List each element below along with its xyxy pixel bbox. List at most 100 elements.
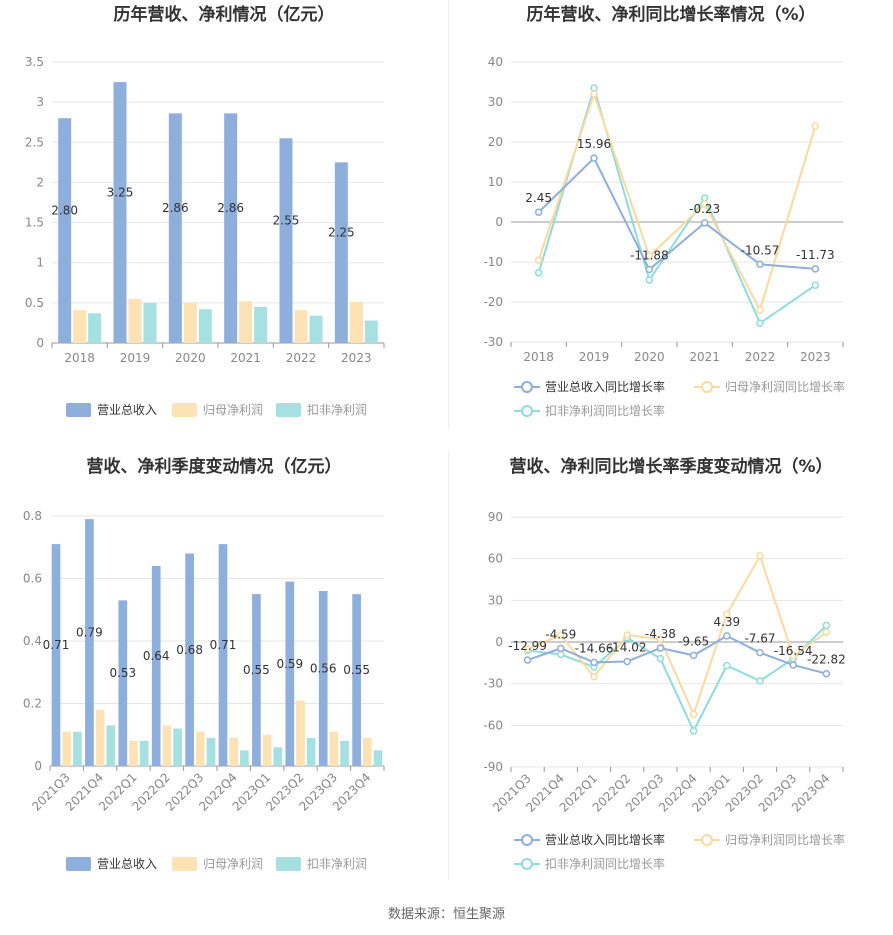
point-value-label: 2.45 [525,191,552,205]
bar-value-label: 0.59 [276,657,303,671]
legend-swatch [276,857,301,871]
y-tick-label: 30 [488,593,503,607]
bar-deducted-profit [173,728,182,766]
data-point [811,265,820,273]
bar-deducted-profit [309,315,323,343]
y-tick-label: 3 [36,95,44,109]
data-point [756,306,764,314]
point-value-label: -11.73 [796,248,835,262]
quarterly-growth-rate-chart: 营收、净利同比增长率季度变动情况（%）-90-60-3003060902021Q… [483,456,845,871]
annual-growth-rate-chart: 历年营收、净利同比增长率情况（%） -30 -20 -10 0 10 20 30 40 2018 2… [483,4,845,418]
bar-revenue [85,519,94,766]
y-tick-label: 2 [36,175,44,189]
bar-revenue [168,113,182,343]
bar-deducted-profit [306,737,316,766]
chart-title: 历年营收、净利同比增长率情况（%） [526,4,815,25]
bar-value-label: 0.71 [210,638,237,652]
bar-revenue [224,113,238,343]
y-tick-label: 90 [488,510,503,524]
data-point [700,219,709,227]
vertical-divider-top [448,0,449,428]
legend-label: 归母净利润 [203,403,263,417]
y-tick-label: 0.4 [23,634,42,648]
y-tick-label: 60 [488,552,503,566]
bar-deducted-profit [254,306,268,343]
y-tick-label: -30 [483,677,503,691]
bar-value-label: 2.80 [51,204,78,218]
bar-revenue [113,82,127,344]
legend-label: 扣非净利润同比增长率 [545,856,665,871]
y-tick-label: -30 [483,335,503,349]
x-tick-label: 2022 [286,351,317,365]
legend-swatch [172,857,197,871]
y-tick-label: 2.5 [25,135,44,149]
data-point [723,661,731,670]
point-value-label: -7.67 [744,632,775,646]
bar-value-label: 0.56 [310,662,337,676]
bar-deducted-profit [143,302,157,343]
x-tick-label: 2020 [175,351,206,365]
y-tick-label: 0 [36,336,44,350]
annual-revenue-profit-chart: 历年营收、净利情况（亿元） 0 0.5 1 1.5 2 2.5 3 3.5 2018 2019 202… [25,4,385,417]
bar-net-profit [229,737,239,766]
data-point [623,657,631,666]
bar-value-label: 0.79 [76,626,103,640]
point-value-label: -11.88 [630,249,669,263]
series-line-deducted-profit [537,84,816,325]
legend-swatch-marker [521,858,533,870]
data-point [822,621,831,630]
legend-label: 营业总收入 [97,857,157,871]
data-point [656,654,665,663]
data-point [656,635,665,643]
chart-title: 营收、净利同比增长率季度变动情况（%） [509,456,832,477]
data-point [789,652,797,660]
y-tick-label: 1 [36,256,44,270]
data-point [689,710,698,718]
point-value-label: -0.23 [689,202,720,216]
bar-deducted-profit [73,731,82,766]
y-tick-label: 10 [488,175,503,189]
y-tick-label: 30 [488,95,503,109]
bar-value-label: 0.68 [176,643,203,657]
bar-net-profit [183,302,197,343]
bar-net-profit [195,731,205,766]
bar-net-profit [262,734,272,766]
y-tick-label: 3.5 [25,55,44,69]
legend-swatch [172,403,197,417]
data-point [590,90,598,98]
data-point [523,656,532,664]
bar-net-profit [162,725,172,766]
legend-swatch-marker [521,834,533,846]
bar-net-profit [95,709,105,766]
series-line-deducted-profit [527,624,828,734]
data-point [656,644,665,652]
legend-label: 扣非净利润 [307,403,367,417]
data-point [700,194,709,202]
bar-net-profit [128,298,142,343]
data-point [590,154,598,162]
point-value-label: 4.39 [713,615,740,629]
x-tick-label: 2021 [689,350,720,364]
data-point [811,122,820,130]
data-point [590,672,598,681]
y-tick-label: 0 [495,215,503,229]
bar-deducted-profit [198,309,212,343]
data-point [590,658,598,667]
legend-label: 归母净利润同比增长率 [725,832,845,847]
bar-value-label: 2.55 [273,214,300,228]
x-tick-label: 2023 [800,350,831,364]
bar-value-label: 0.55 [243,663,270,677]
bar-value-label: 0.53 [109,666,136,680]
bar-net-profit [329,731,339,766]
bar-value-label: 0.55 [343,663,370,677]
bar-value-label: 0.64 [143,649,170,663]
x-tick-label: 2021 [230,351,261,365]
bar-revenue [58,118,72,343]
bar-net-profit [239,301,253,343]
y-tick-label: 0 [34,759,42,773]
data-point [534,208,543,216]
y-tick-label: -60 [483,718,503,732]
y-tick-label: -20 [483,295,503,309]
point-value-label: -12.99 [508,639,547,653]
y-tick-label: 0.6 [23,572,42,586]
